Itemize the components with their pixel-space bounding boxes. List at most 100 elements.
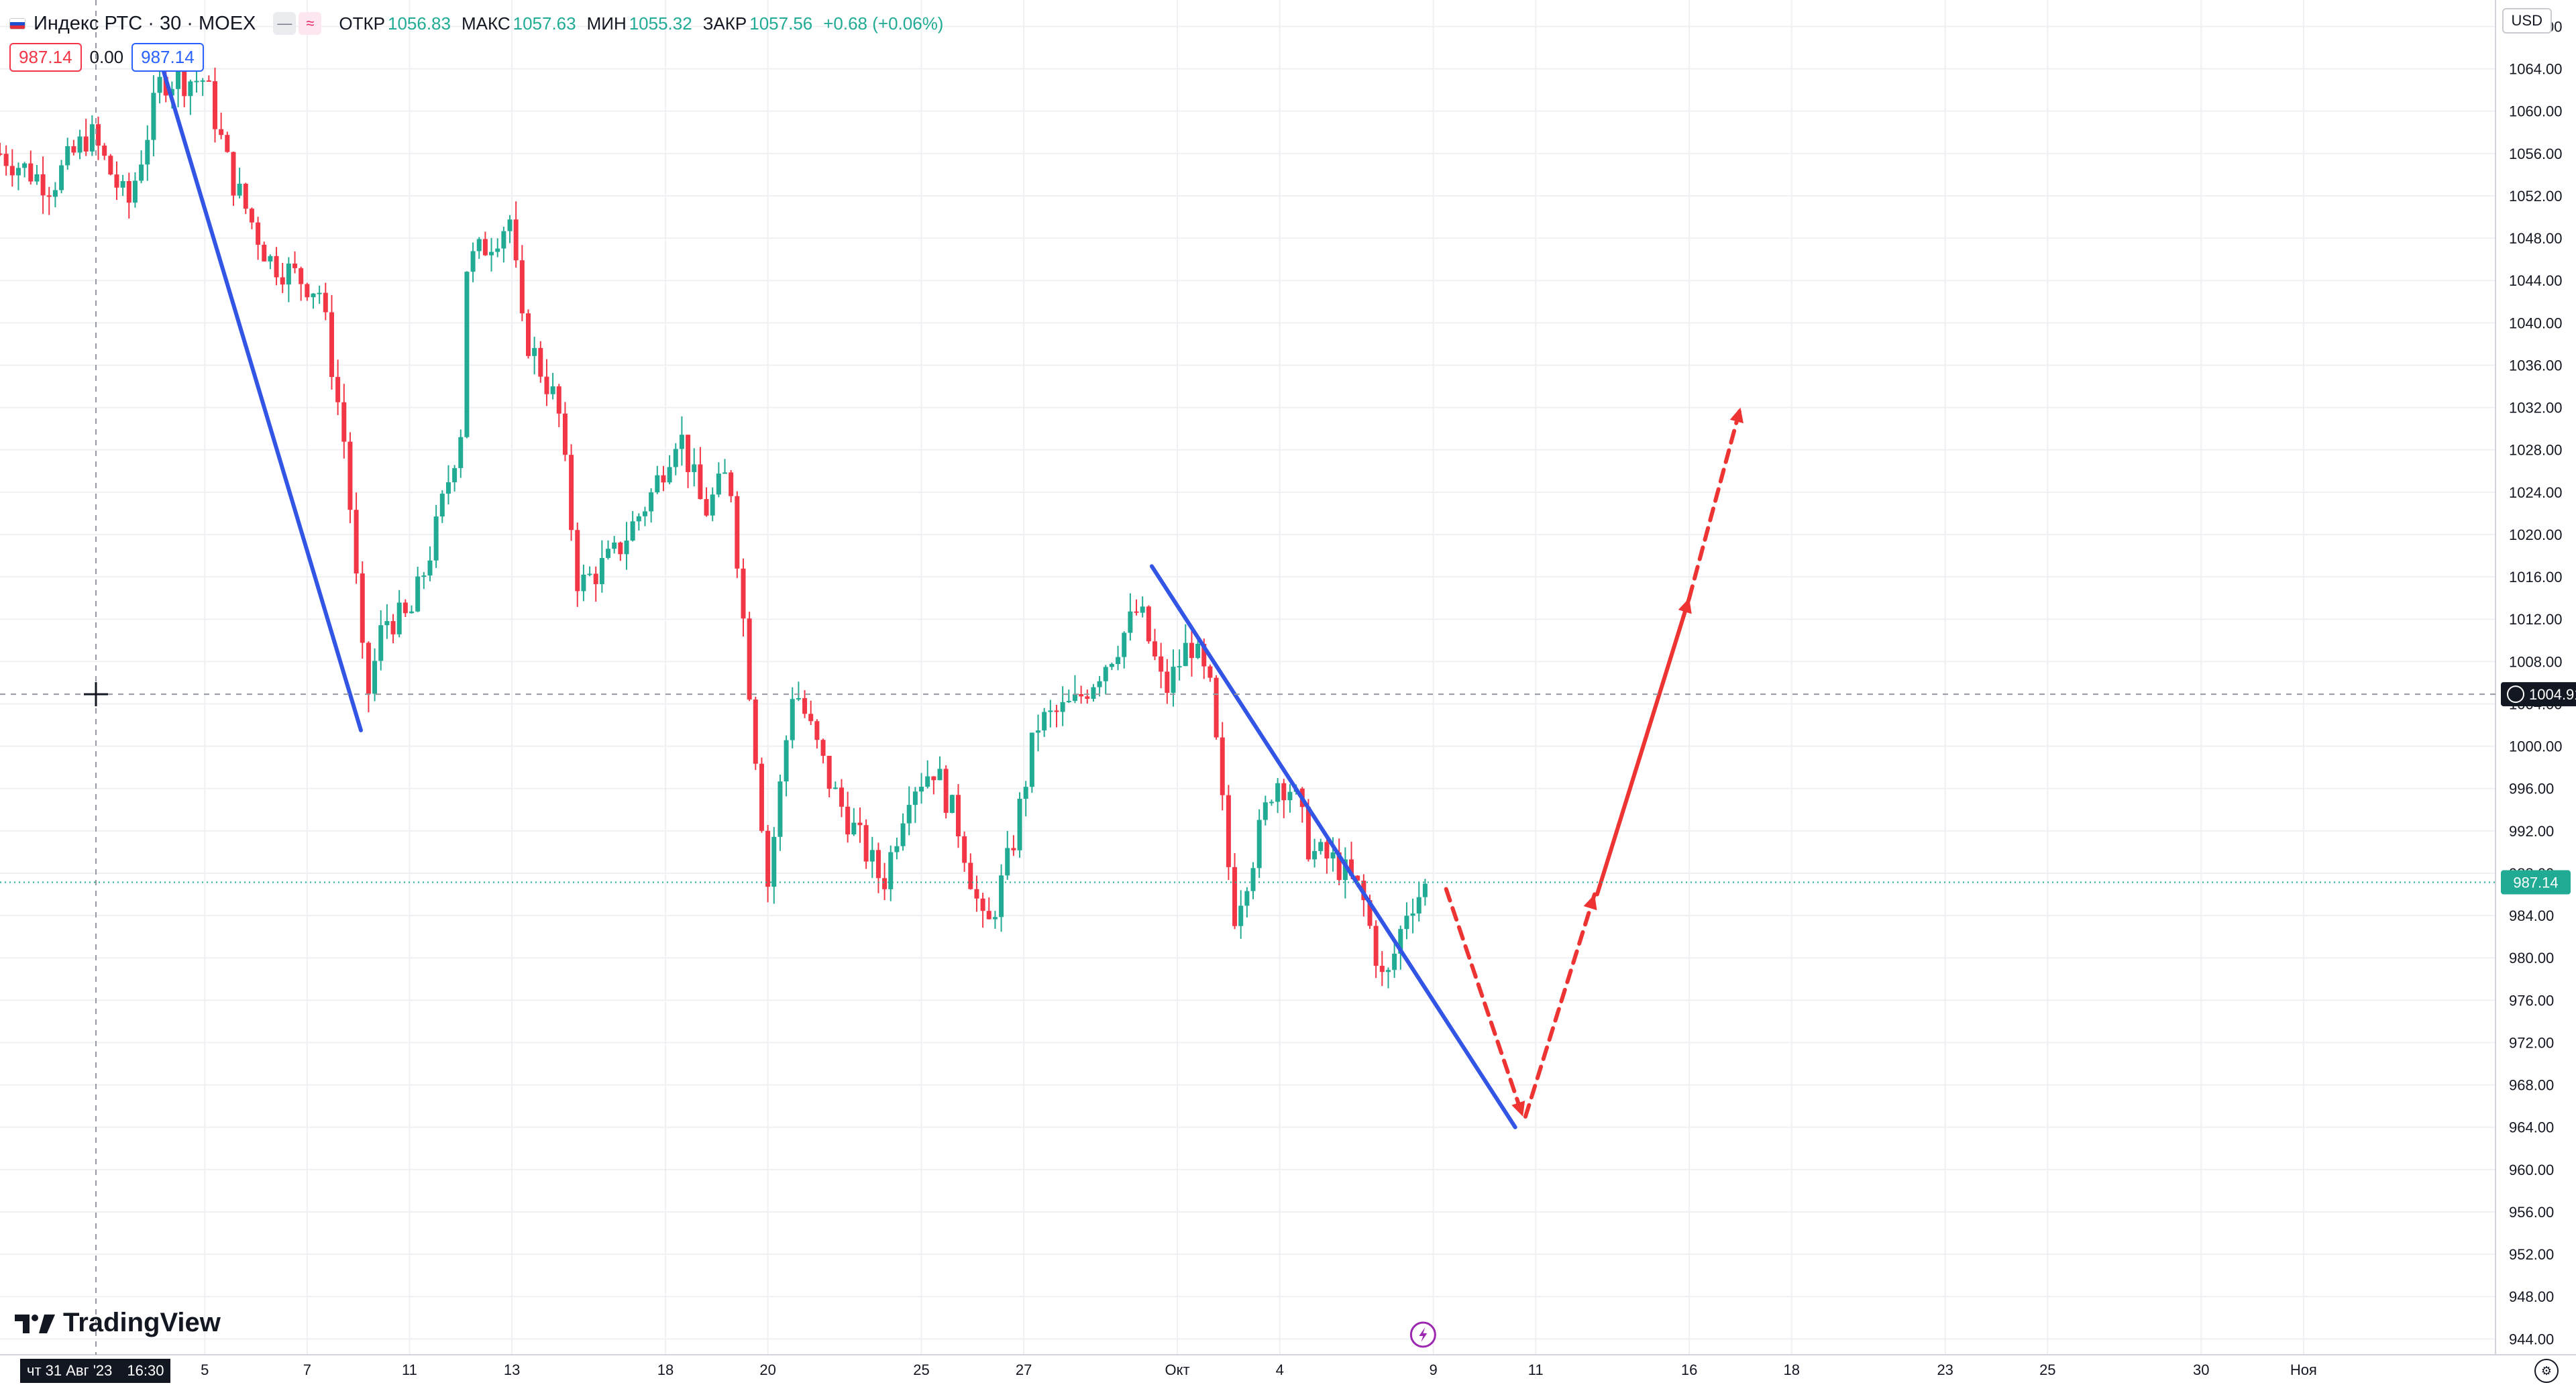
trend-line-2 (1149, 564, 1517, 1129)
high-label: МАКС (461, 13, 511, 34)
candle-body (937, 769, 943, 781)
candle-body (790, 699, 795, 740)
candle-body (1165, 671, 1170, 693)
candle-body (59, 165, 64, 190)
candle-body (630, 521, 635, 541)
x-tick-label: 9 (1429, 1361, 1437, 1378)
candle-body (317, 292, 322, 294)
candle-body (777, 781, 783, 837)
candle-body (1134, 611, 1139, 613)
candle-body (335, 377, 341, 402)
y-tick-label: 1036.00 (2509, 357, 2563, 374)
candle-body (735, 496, 740, 569)
candle-body (390, 621, 396, 634)
candle-body (89, 124, 95, 152)
candle-body (1275, 783, 1281, 802)
candle-body (1097, 681, 1102, 687)
minus-icon[interactable]: — (273, 12, 297, 35)
tradingview-logo-icon (15, 1314, 55, 1333)
candle-body (599, 557, 604, 584)
candle-body (1195, 643, 1201, 659)
candle-body (219, 129, 224, 135)
y-tick-label: 1020.00 (2509, 526, 2563, 543)
candle-body (1091, 687, 1096, 699)
candle-body (1238, 905, 1244, 926)
candle-body (9, 166, 15, 176)
candle-body (384, 621, 390, 626)
candle-body (999, 875, 1004, 917)
candle-body (716, 473, 721, 495)
candle-body (1385, 970, 1391, 972)
candle-body (1116, 657, 1121, 665)
candle-body (427, 560, 433, 576)
candle-body (1103, 667, 1108, 681)
candle-body (1017, 799, 1022, 850)
candle-body (1201, 643, 1207, 667)
y-tick-label: 996.00 (2509, 781, 2554, 797)
candle-body (636, 516, 641, 522)
candle-body (525, 313, 531, 356)
candle-body (360, 573, 365, 643)
crosshair-time: 16:30 (127, 1362, 164, 1379)
candle-body (900, 823, 906, 846)
candle-body (482, 239, 488, 256)
candles (0, 64, 1428, 989)
candle-body (814, 721, 820, 740)
candle-body (686, 435, 691, 472)
close-value: 1057.56 (749, 13, 813, 34)
currency-selector[interactable]: USD (2502, 8, 2552, 34)
trend-line-1 (159, 61, 363, 732)
candle-body (464, 272, 470, 437)
y-tick-label: 948.00 (2509, 1288, 2554, 1305)
chart-legend: Индекс РТС · 30 · MOEX — ≈ ОТКР 1056.83 М… (9, 7, 954, 40)
candle-body (1324, 842, 1330, 858)
tradingview-logo[interactable]: TradingView (15, 1308, 221, 1338)
candle-body (139, 164, 144, 181)
candle-body (1312, 850, 1318, 860)
compare-icon[interactable]: ≈ (299, 12, 322, 35)
candle-body (1349, 859, 1354, 876)
candle-body (513, 219, 519, 261)
y-tick-label: 1024.00 (2509, 484, 2563, 501)
candle-body (1159, 656, 1164, 672)
candle-body (372, 661, 378, 694)
candle-body (722, 472, 728, 474)
candle-body (305, 284, 310, 298)
candle-body (1072, 693, 1077, 702)
candle-body (1367, 900, 1373, 926)
candle-body (741, 568, 746, 619)
russia-flag-icon (9, 17, 25, 30)
candle-body (1416, 897, 1421, 914)
y-tick-label: 944.00 (2509, 1331, 2554, 1347)
x-tick-label: 5 (201, 1361, 209, 1378)
x-tick-label: 30 (2193, 1361, 2209, 1378)
candle-body (151, 93, 156, 140)
candle-body (145, 140, 150, 165)
candle-body (1410, 913, 1415, 916)
brand-name: TradingView (63, 1308, 221, 1337)
candle-body (642, 511, 647, 516)
y-tick-label: 1064.00 (2509, 61, 2563, 78)
candle-body (544, 376, 549, 394)
crosshair-price-badge (2501, 682, 2576, 707)
y-tick-label: 1048.00 (2509, 230, 2563, 247)
chart-toggles: — ≈ (273, 12, 322, 35)
candle-body (163, 76, 168, 96)
candle-body (46, 195, 52, 197)
candle-body (882, 878, 888, 889)
candle-body (710, 494, 715, 516)
spread-value: 0.00 (89, 47, 124, 67)
sell-button[interactable]: 987.14 (9, 43, 82, 72)
buy-button[interactable]: 987.14 (131, 43, 204, 72)
candle-body (409, 611, 415, 614)
gear-icon[interactable]: ⚙ (2534, 1359, 2559, 1383)
candle-body (698, 464, 703, 500)
candle-body (1392, 953, 1397, 970)
candle-body (875, 850, 881, 879)
candle-body (925, 776, 930, 787)
symbol-title[interactable]: Индекс РТС · 30 · MOEX (34, 12, 256, 34)
candle-body (1422, 883, 1428, 897)
candle-body (569, 455, 574, 531)
candle-body (206, 80, 211, 82)
